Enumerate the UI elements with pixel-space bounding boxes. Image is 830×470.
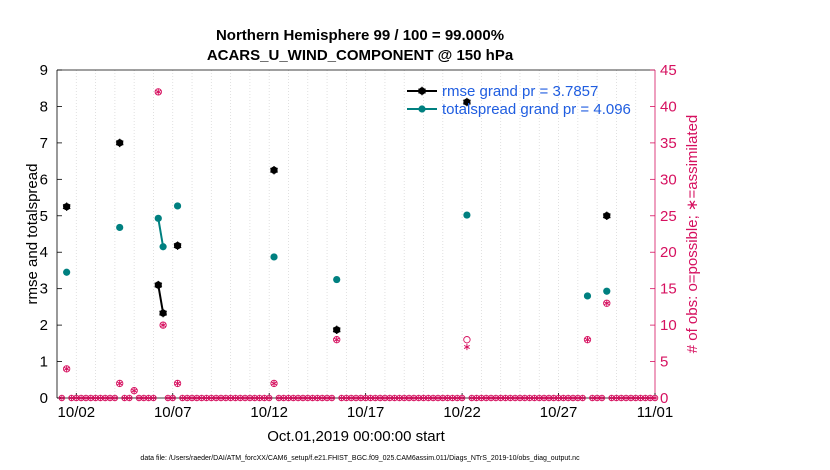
y-tick-label-left: 8 xyxy=(40,98,48,115)
x-tick-label: 11/01 xyxy=(637,404,673,421)
legend-totalspread-marker xyxy=(418,105,425,112)
totalspread-point xyxy=(270,253,277,260)
y-tick-label-right: 25 xyxy=(660,208,677,225)
totalspread-point xyxy=(463,211,470,218)
y-axis-label-right: # of obs: o=possible; ∗=assimilated xyxy=(684,115,701,354)
obs-possible-point xyxy=(464,336,470,342)
figure: Northern Hemisphere 99 / 100 = 99.000% A… xyxy=(0,0,830,470)
totalspread-point xyxy=(159,243,166,250)
legend-totalspread-label: totalspread grand pr = 4.096 xyxy=(442,101,631,118)
x-tick-label: 10/12 xyxy=(250,404,288,421)
totalspread-point xyxy=(603,288,610,295)
y-tick-label-left: 7 xyxy=(40,135,48,152)
legend-rmse-label: rmse grand pr = 3.7857 xyxy=(442,83,598,100)
y-tick-label-right: 15 xyxy=(660,281,677,298)
y-tick-label-right: 10 xyxy=(660,317,677,334)
x-tick-label: 10/22 xyxy=(443,404,481,421)
y-tick-label-left: 2 xyxy=(40,317,48,334)
y-tick-label-right: 5 xyxy=(660,354,668,371)
totalspread-line xyxy=(158,218,163,246)
y-tick-label-right: 40 xyxy=(660,98,677,115)
y-tick-label-right: 20 xyxy=(660,244,677,261)
x-tick-label: 10/27 xyxy=(540,404,578,421)
y-tick-label-left: 1 xyxy=(40,354,48,371)
totalspread-point xyxy=(116,224,123,231)
y-axis-label-left: rmse and totalspread xyxy=(24,164,41,305)
x-tick-label: 10/07 xyxy=(154,404,192,421)
y-tick-label-right: 30 xyxy=(660,171,677,188)
y-tick-label-left: 0 xyxy=(40,390,48,407)
y-tick-label-right: 45 xyxy=(660,62,677,79)
data-file-footer: data file: /Users/raeder/DAI/ATM_forcXX/… xyxy=(0,455,720,462)
y-tick-label-right: 35 xyxy=(660,135,677,152)
totalspread-point xyxy=(174,202,181,209)
x-tick-label: 10/17 xyxy=(347,404,385,421)
totalspread-point xyxy=(333,276,340,283)
y-tick-label-left: 9 xyxy=(40,62,48,79)
rmse-line xyxy=(158,285,163,313)
obs-assimilated-point xyxy=(464,344,470,350)
totalspread-point xyxy=(63,269,70,276)
x-tick-label: 10/02 xyxy=(58,404,96,421)
totalspread-point xyxy=(584,292,591,299)
x-axis-label: Oct.01,2019 00:00:00 start xyxy=(267,428,445,445)
totalspread-point xyxy=(155,215,162,222)
